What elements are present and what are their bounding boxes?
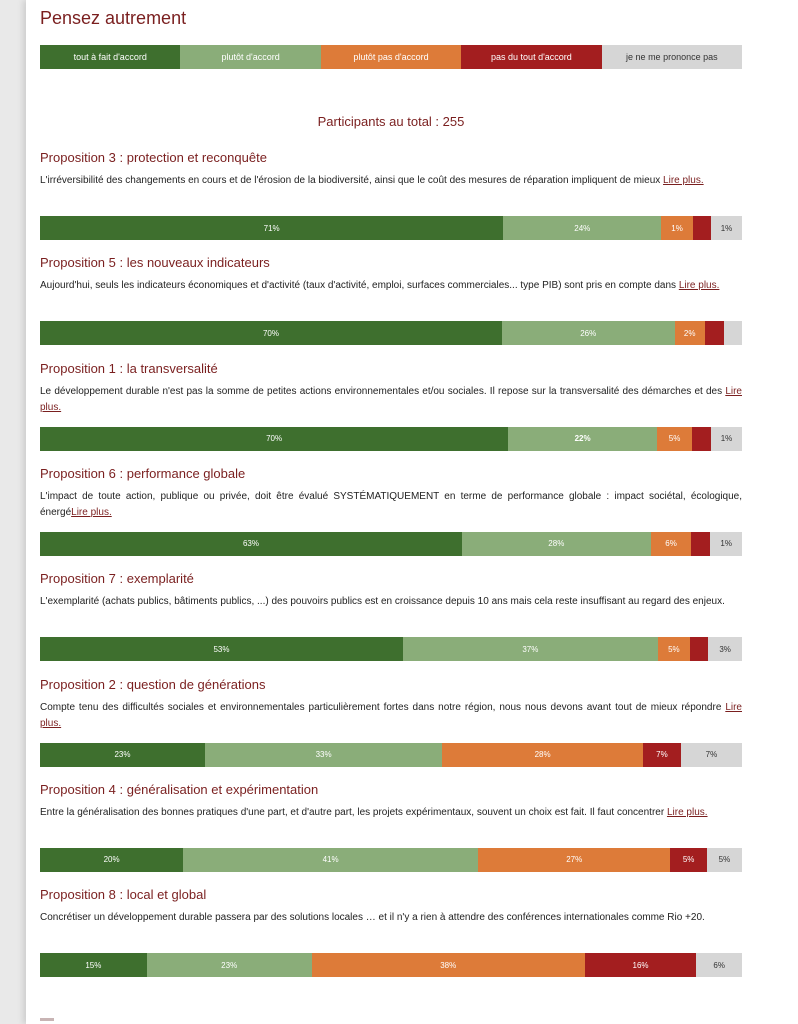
read-more-link[interactable]: Lire plus. (678, 280, 720, 292)
proposition-title: Proposition 8 : local et global (40, 887, 207, 903)
bar-segment (704, 321, 724, 346)
proposition: Proposition 8 : local et global Concrétis… (40, 887, 742, 978)
bar-segment: 7% (643, 742, 681, 767)
legend: tout à fait d'accord plutôt d'accord plutô… (40, 45, 743, 69)
proposition-text: Entre la généralisation des bonnes prati… (40, 806, 667, 818)
proposition-description: Le développement durable n'est pas la so… (40, 384, 742, 416)
proposition-text: Le développement durable n'est pas la so… (40, 385, 726, 397)
bar-segment: 6% (650, 531, 692, 556)
footer-stub (40, 1018, 54, 1021)
proposition-text: Aujourd'hui, seuls les indicateurs écono… (40, 280, 679, 292)
proposition-description: L'exemplarité (achats publics, bâtiments… (40, 594, 742, 626)
bar-segment: 33% (204, 742, 443, 767)
read-more-link[interactable]: Lire plus. (40, 385, 742, 413)
legend-item-2: plutôt pas d'accord (320, 45, 462, 69)
bar-segment: 23% (146, 953, 312, 978)
legend-item-4: je ne me prononce pas (601, 45, 743, 69)
result-bar: 23% 33% 28% 7% 7% (40, 742, 742, 767)
proposition: Proposition 6 : performance globale L'imp… (40, 466, 742, 556)
read-more-link[interactable]: Lire plus. (663, 175, 704, 186)
bar-segment: 16% (584, 953, 697, 978)
page: Pensez autrement tout à fait d'accord plu… (26, 0, 798, 1024)
result-bar: 20% 41% 27% 5% 5% (40, 847, 742, 872)
bar-segment: 70% (40, 321, 502, 346)
bar-segment: 5% (657, 637, 691, 662)
proposition-title: Proposition 7 : exemplarité (40, 571, 194, 587)
bar-segment: 5% (670, 847, 707, 872)
bar-segment (692, 426, 712, 451)
bar-segment: 20% (40, 847, 184, 872)
result-bar: 53% 37% 5% 3% (40, 637, 742, 662)
bar-segment: 5% (706, 847, 742, 872)
participants-total: Participants au total : 255 (317, 114, 465, 129)
read-more-link[interactable]: Lire plus. (666, 806, 708, 818)
bar-segment: 1% (711, 426, 742, 451)
bar-segment: 27% (478, 847, 671, 872)
proposition-description: L'irréversibilité des changements en cou… (40, 173, 742, 205)
proposition-description: Entre la généralisation des bonnes prati… (40, 805, 742, 837)
bar-segment: 53% (40, 637, 403, 662)
result-bar: 63% 28% 6% 1% (40, 531, 742, 556)
proposition-title: Proposition 6 : performance globale (40, 465, 246, 481)
proposition-text: L'irréversibilité des changements en cou… (40, 175, 664, 186)
proposition-title: Proposition 2 : question de générations (40, 676, 266, 692)
proposition: Proposition 7 : exemplarité L'exemplarité… (40, 571, 742, 662)
proposition-title: Proposition 1 : la transversalité (40, 360, 218, 376)
proposition: Proposition 4 : généralisation et expéri… (40, 782, 742, 872)
bar-segment: 28% (461, 531, 651, 556)
proposition: Proposition 3 : protection et reconquête… (40, 150, 742, 240)
bar-segment: 15% (40, 953, 147, 978)
proposition-description: Concrétiser un développement durable pas… (40, 910, 742, 942)
bar-segment: 1% (710, 531, 742, 556)
bar-segment: 63% (40, 531, 462, 556)
proposition-title: Proposition 3 : protection et reconquête (40, 150, 267, 165)
proposition-description: Compte tenu des difficultés sociales et … (40, 700, 742, 732)
bar-segment: 71% (40, 216, 504, 240)
bar-segment: 7% (680, 742, 742, 767)
result-bar: 15% 23% 38% 16% 6% (40, 953, 742, 978)
proposition: Proposition 2 : question de générations C… (40, 677, 742, 767)
legend-item-0: tout à fait d'accord (40, 45, 181, 69)
proposition-description: L'impact de toute action, publique ou pr… (40, 489, 742, 521)
bar-segment (723, 321, 742, 346)
bar-segment: 38% (311, 953, 585, 978)
bar-segment: 37% (402, 637, 658, 662)
bar-segment (692, 216, 712, 240)
proposition: Proposition 5 : les nouveaux indicateurs… (40, 255, 742, 346)
result-bar: 71% 24% 1% 1% (40, 216, 742, 240)
bar-segment: 1% (661, 216, 693, 240)
proposition-text: L'exemplarité (achats publics, bâtiments… (40, 596, 725, 608)
proposition-text: Compte tenu des difficultés sociales et … (40, 701, 726, 713)
read-more-link[interactable]: Lire plus. (40, 701, 742, 729)
result-bar: 70% 22% 5% 1% (40, 426, 742, 451)
legend-item-1: plutôt d'accord (180, 45, 321, 69)
bar-segment: 70% (40, 426, 509, 451)
legend-item-3: pas du tout d'accord (461, 45, 602, 69)
proposition-title: Proposition 5 : les nouveaux indicateurs (40, 255, 270, 271)
bar-segment: 5% (657, 426, 693, 451)
bar-segment: 1% (711, 216, 742, 240)
bar-segment (691, 531, 711, 556)
bar-segment: 26% (501, 321, 675, 346)
bar-segment: 23% (40, 742, 205, 767)
bar-segment: 24% (503, 216, 662, 240)
bar-segment: 41% (183, 847, 479, 872)
bar-segment: 6% (696, 953, 742, 978)
bar-segment (690, 637, 709, 662)
bar-segment: 28% (442, 742, 643, 767)
bar-segment: 2% (674, 321, 705, 346)
proposition: Proposition 1 : la transversalité Le déve… (40, 361, 742, 451)
read-more-link[interactable]: Lire plus. (71, 506, 112, 518)
result-bar: 70% 26% 2% (40, 321, 742, 346)
proposition-title: Proposition 4 : généralisation et expéri… (40, 781, 319, 797)
proposition-description: Aujourd'hui, seuls les indicateurs écono… (40, 278, 742, 310)
bar-segment: 3% (708, 637, 742, 662)
proposition-text: Concrétiser un développement durable pas… (40, 912, 705, 924)
page-title: Pensez autrement (40, 8, 187, 28)
proposition-text: L'impact de toute action, publique ou pr… (40, 490, 742, 518)
bar-segment: 22% (508, 426, 658, 451)
